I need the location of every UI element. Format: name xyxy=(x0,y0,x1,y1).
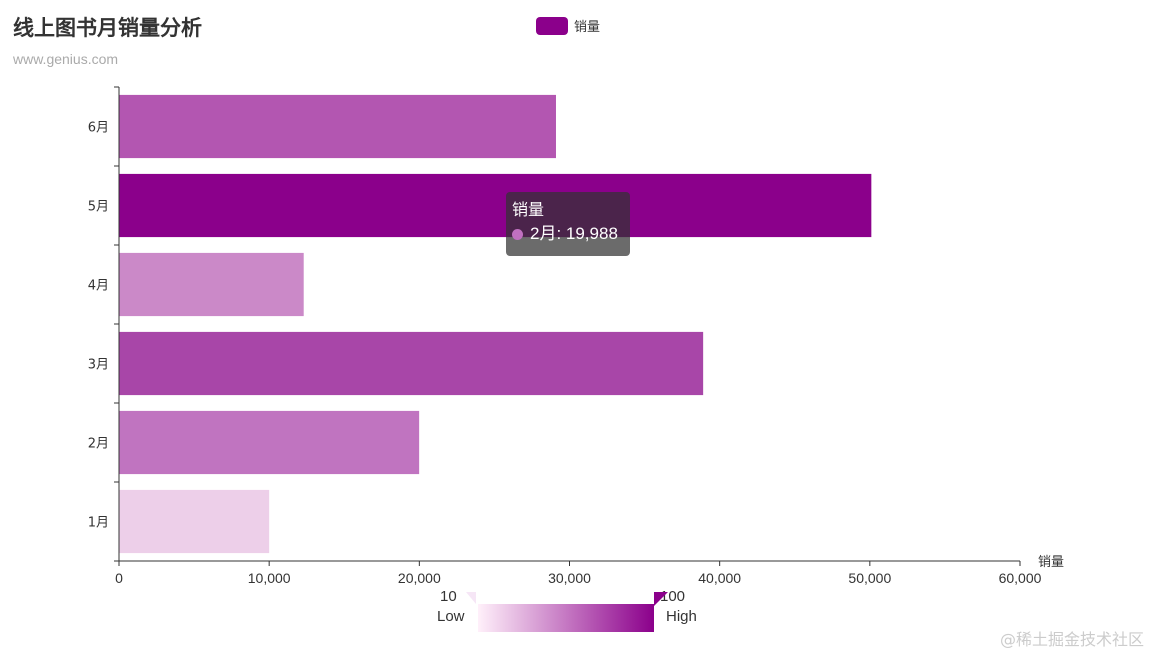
visual-map-low-label: Low xyxy=(437,608,465,625)
x-tick-label: 0 xyxy=(115,570,123,586)
x-tick-label: 20,000 xyxy=(398,570,441,586)
watermark: @稀土掘金技术社区 xyxy=(999,630,1144,649)
bar-1[interactable] xyxy=(119,489,270,554)
axes-group: 1月 2月 3月 4月 5月 6月 0 10,000 20,000 30,000 40,000 50,… xyxy=(88,86,1064,586)
y-tick-label: 4月 xyxy=(88,279,109,294)
chart-title: 线上图书月销量分析 xyxy=(13,16,202,40)
tooltip-series-name: 销量 xyxy=(512,202,545,219)
x-tick-label: 10,000 xyxy=(248,570,291,586)
visual-map-gradient-bar[interactable] xyxy=(478,604,654,632)
visual-map-min-handle-icon[interactable] xyxy=(466,592,476,604)
legend-swatch[interactable] xyxy=(536,16,568,35)
y-tick-label: 6月 xyxy=(88,121,109,136)
tooltip-value: 2月: 19,988 xyxy=(530,224,618,243)
x-tick-label: 30,000 xyxy=(548,570,591,586)
y-tick-label: 5月 xyxy=(88,200,109,215)
visual-map-max-handle-icon[interactable] xyxy=(654,592,668,606)
x-tick-label: 50,000 xyxy=(848,570,891,586)
chart-subtitle[interactable]: www.genius.com xyxy=(13,51,119,67)
tooltip: 销量 2月: 19,988 xyxy=(506,192,630,256)
tooltip-marker-icon xyxy=(512,228,523,240)
legend-label[interactable]: 销量 xyxy=(574,20,601,35)
visual-map-min: 10 xyxy=(440,588,457,605)
visual-map-high-label: High xyxy=(666,608,697,625)
bar-3[interactable] xyxy=(119,331,704,396)
visual-map[interactable]: 10 100 Low High xyxy=(430,586,720,636)
bar-4[interactable] xyxy=(119,252,304,317)
bar-5[interactable] xyxy=(119,173,872,238)
y-tick-label: 2月 xyxy=(88,437,109,452)
x-tick-label: 60,000 xyxy=(999,570,1042,586)
y-tick-label: 1月 xyxy=(88,516,109,531)
legend[interactable]: 销量 xyxy=(536,16,600,35)
bars-group xyxy=(119,94,872,554)
bar-2[interactable] xyxy=(119,410,420,475)
x-tick-label: 40,000 xyxy=(698,570,741,586)
bar-6[interactable] xyxy=(119,94,556,159)
y-tick-label: 3月 xyxy=(88,358,109,373)
x-axis-title: 销量 xyxy=(1038,555,1064,570)
